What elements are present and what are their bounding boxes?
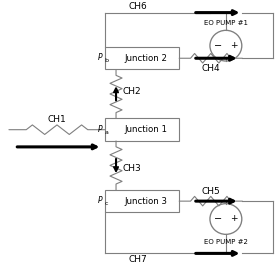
Text: b: b — [105, 59, 109, 63]
Text: $P$: $P$ — [97, 194, 104, 205]
Text: Junction 1: Junction 1 — [124, 125, 167, 134]
Text: EO PUMP #2: EO PUMP #2 — [204, 239, 248, 245]
Text: CH1: CH1 — [48, 115, 66, 124]
Text: a: a — [105, 130, 109, 135]
Bar — [105, 190, 179, 212]
Text: $P$: $P$ — [97, 51, 104, 63]
Text: Junction 3: Junction 3 — [124, 197, 167, 206]
Bar — [105, 47, 179, 69]
Bar — [105, 118, 179, 141]
Text: CH3: CH3 — [123, 164, 142, 173]
Text: +: + — [230, 41, 238, 50]
Text: CH4: CH4 — [201, 64, 220, 73]
Text: Junction 2: Junction 2 — [124, 54, 167, 63]
Text: CH2: CH2 — [123, 87, 142, 96]
Text: EO PUMP #1: EO PUMP #1 — [204, 20, 248, 26]
Text: $P$: $P$ — [97, 123, 104, 134]
Text: CH6: CH6 — [129, 2, 147, 11]
Text: c: c — [105, 201, 109, 206]
Text: −: − — [214, 41, 222, 51]
Text: −: − — [214, 214, 222, 224]
Text: CH5: CH5 — [201, 186, 220, 196]
Text: CH7: CH7 — [129, 255, 147, 264]
Text: +: + — [230, 214, 238, 223]
